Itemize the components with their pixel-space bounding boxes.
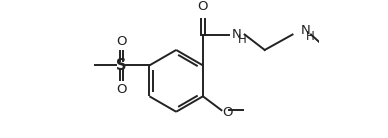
Text: N: N (232, 28, 242, 41)
Text: S: S (116, 58, 127, 73)
Text: N: N (300, 24, 310, 37)
Text: O: O (222, 106, 232, 119)
Text: O: O (116, 35, 127, 48)
Text: H: H (306, 30, 315, 43)
Text: O: O (197, 0, 208, 13)
Text: O: O (116, 83, 127, 96)
Text: H: H (237, 33, 246, 46)
